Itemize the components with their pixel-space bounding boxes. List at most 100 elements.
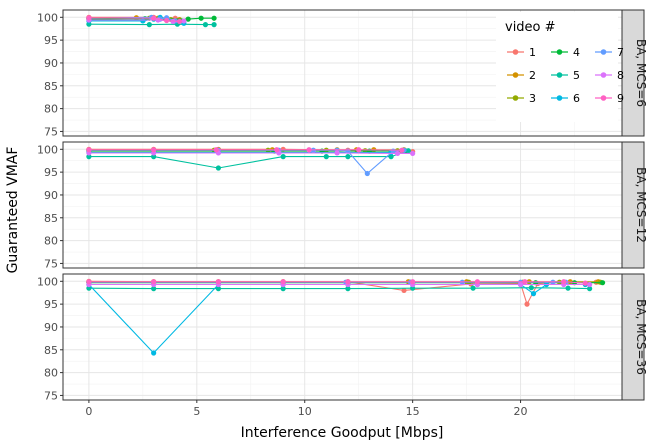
data-point: [399, 147, 405, 153]
data-point: [356, 147, 362, 153]
legend-label: 9: [617, 92, 624, 105]
series-9: [86, 279, 588, 286]
legend-item-2: 2: [507, 69, 536, 82]
data-point: [280, 154, 286, 160]
y-tick-label: 85: [44, 212, 58, 225]
data-point: [202, 22, 209, 28]
data-point: [345, 286, 351, 292]
data-point: [323, 154, 329, 160]
series-5: [86, 148, 411, 171]
y-tick-label: 75: [44, 125, 58, 138]
data-point: [280, 286, 286, 292]
y-tick-label: 80: [44, 235, 58, 248]
x-axis-title: Interference Goodput [Mbps]: [241, 425, 444, 441]
series-8: [86, 150, 416, 157]
series-line: [88, 287, 590, 290]
x-tick-label: 0: [85, 405, 92, 418]
y-tick-label: 95: [44, 166, 58, 179]
facet-strip: [621, 9, 645, 137]
panel-background: [63, 142, 622, 268]
data-point: [334, 150, 340, 156]
data-point: [587, 281, 593, 288]
data-point: [151, 279, 157, 285]
y-tick-label: 95: [44, 34, 58, 47]
data-point: [86, 15, 92, 21]
y-tick-label: 80: [44, 103, 58, 116]
legend-key-point: [600, 49, 607, 55]
x-tick-label: 20: [514, 405, 528, 418]
legend-background: [496, 12, 618, 122]
data-point: [280, 279, 286, 285]
data-point: [151, 286, 157, 292]
facet-strip-label: BA, MCS=12: [634, 167, 648, 243]
facet-strip-label: BA, MCS=6: [634, 39, 648, 107]
data-point: [211, 22, 217, 28]
y-tick-label: 90: [44, 321, 58, 334]
data-point: [530, 291, 537, 297]
facet-strip: [621, 273, 645, 401]
y-tick-label: 75: [44, 257, 58, 270]
legend: video # 1 2 3 4 5 6 7 8 9: [496, 12, 624, 122]
legend-label: 1: [529, 46, 536, 59]
data-point: [151, 350, 157, 356]
panel-2: 75 80 85 90 95 100 BA, MCS=12: [37, 141, 648, 270]
data-point: [86, 154, 92, 160]
series-9: [86, 15, 183, 25]
data-point: [405, 148, 411, 154]
data-point: [163, 17, 170, 24]
data-point: [215, 279, 221, 285]
y-tick-label: 85: [44, 80, 58, 93]
data-point: [181, 18, 187, 24]
legend-key-point: [556, 72, 563, 78]
data-point: [86, 147, 92, 153]
legend-title: video #: [505, 20, 556, 35]
legend-label: 5: [573, 69, 580, 82]
y-tick-label: 90: [44, 57, 58, 70]
legend-item-7: 7: [595, 46, 624, 59]
data-point: [151, 15, 157, 21]
data-point: [274, 147, 280, 153]
data-point: [528, 285, 534, 291]
panel-background: [63, 274, 622, 400]
data-point: [176, 18, 183, 25]
data-point: [470, 285, 476, 291]
data-point: [394, 150, 401, 157]
data-point: [524, 301, 530, 307]
legend-label: 3: [529, 92, 536, 105]
data-point: [86, 279, 92, 285]
legend-label: 8: [617, 69, 624, 82]
data-point: [517, 281, 524, 288]
data-point: [213, 147, 219, 153]
x-axis: 0 5 10 15 20: [85, 400, 528, 418]
data-point: [151, 154, 157, 160]
y-tick-label: 80: [44, 367, 58, 380]
legend-key-point: [512, 72, 519, 78]
legend-label: 4: [573, 46, 580, 59]
data-point: [140, 18, 146, 24]
legend-label: 7: [617, 46, 624, 59]
legend-item-8: 8: [595, 69, 624, 82]
data-point: [86, 285, 92, 291]
series-line: [88, 150, 409, 169]
y-tick-label: 100: [37, 11, 58, 24]
y-tick-label: 90: [44, 189, 58, 202]
legend-key-point: [512, 95, 519, 101]
data-point: [151, 147, 157, 153]
data-point: [474, 279, 480, 285]
legend-key-point: [600, 72, 607, 78]
legend-item-9: 9: [595, 92, 624, 105]
y-tick-label: 95: [44, 298, 58, 311]
data-point: [215, 286, 221, 292]
panel-3: 75 80 85 90 95 100 BA, MCS=36: [37, 273, 648, 402]
x-tick-label: 15: [406, 405, 420, 418]
data-point: [306, 147, 312, 153]
data-point: [522, 279, 528, 285]
facet-strip-label: BA, MCS=36: [634, 299, 648, 375]
data-point: [587, 286, 593, 292]
legend-item-4: 4: [551, 46, 580, 59]
data-point: [345, 154, 351, 160]
legend-key-point: [556, 95, 563, 101]
data-point: [146, 22, 152, 28]
series-line: [88, 281, 586, 284]
